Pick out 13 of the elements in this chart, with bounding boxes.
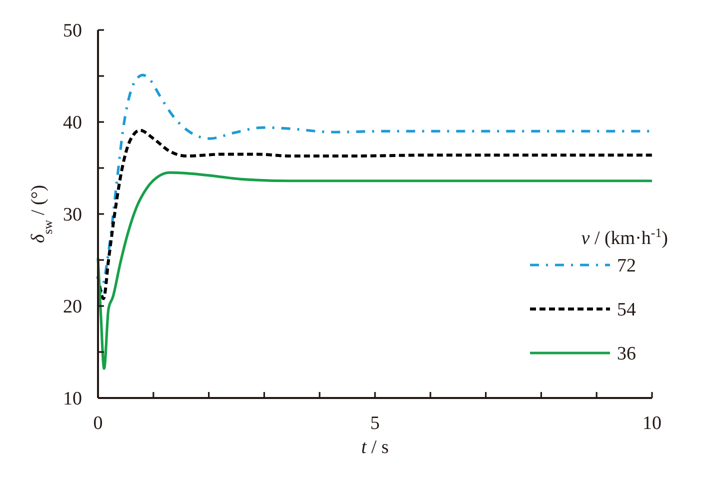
x-tick-label: 0 — [93, 413, 103, 434]
x-axis-title: t / s — [361, 437, 389, 458]
y-tick-label: 20 — [63, 296, 82, 318]
legend-title: v / (km·h$^{-1}$) — [581, 224, 668, 249]
y-tick-label: 50 — [63, 20, 82, 42]
y-tick-label: 30 — [63, 204, 82, 226]
x-tick-label: 10 — [642, 413, 662, 434]
x-tick-label: 5 — [370, 413, 380, 434]
y-tick-label: 10 — [63, 388, 82, 410]
legend-label: 54 — [617, 300, 636, 321]
legend-label: 72 — [617, 256, 636, 277]
y-tick-label: 40 — [63, 112, 82, 134]
legend-label: 36 — [617, 344, 636, 365]
